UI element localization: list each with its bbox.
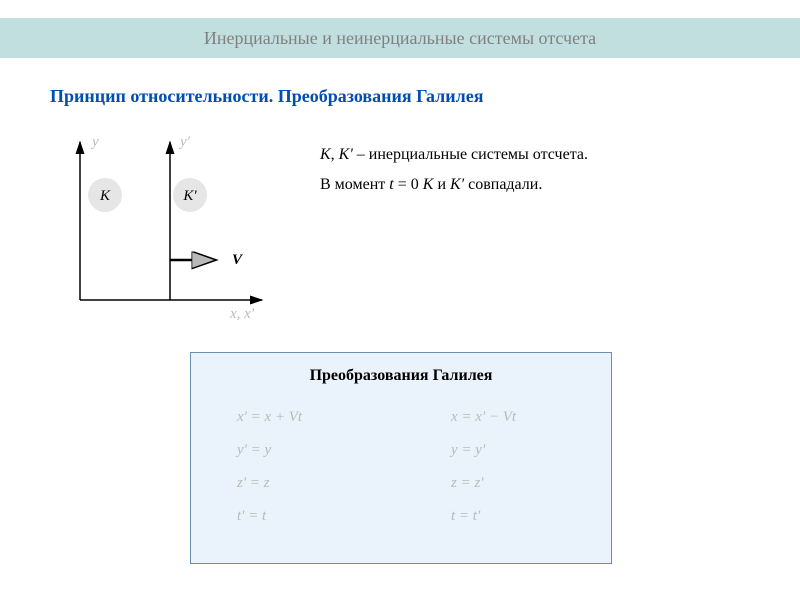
desc-rest1: – инерциальные системы отсчета. bbox=[353, 146, 588, 163]
diagram-svg: K K' y y' x, x' V bbox=[50, 130, 280, 320]
desc-2d: K bbox=[423, 176, 434, 193]
desc-2f: K' bbox=[450, 176, 464, 193]
box-title: Преобразования Галилея bbox=[191, 367, 611, 385]
label-y: y bbox=[90, 134, 99, 150]
desc-line-1: K, K' – инерциальные системы отсчета. bbox=[320, 140, 588, 170]
label-v: V bbox=[232, 252, 244, 268]
reference-frames-diagram: K K' y y' x, x' V bbox=[50, 130, 280, 320]
galilean-transformations-box: Преобразования Галилея x' = x + Vt y' = … bbox=[190, 352, 612, 564]
desc-2e: и bbox=[433, 176, 450, 193]
label-k: K bbox=[99, 188, 111, 204]
eq-left-2: z' = z bbox=[237, 467, 302, 500]
label-yprime: y' bbox=[178, 134, 191, 150]
slide-header-text: Инерциальные и неинерциальные системы от… bbox=[204, 28, 596, 49]
eq-left-0: x' = x + Vt bbox=[237, 401, 302, 434]
label-kprime: K' bbox=[182, 188, 197, 204]
slide-header: Инерциальные и неинерциальные системы от… bbox=[0, 18, 800, 58]
eq-right-2: z = z' bbox=[451, 467, 516, 500]
desc-2g: совпадали. bbox=[464, 176, 542, 193]
eq-left-1: y' = y bbox=[237, 434, 302, 467]
desc-line-2: В момент t = 0 K и K' совпадали. bbox=[320, 170, 588, 200]
desc-2a: В момент bbox=[320, 176, 389, 193]
eq-left-3: t' = t bbox=[237, 500, 302, 533]
slide-subtitle: Принцип относительности. Преобразования … bbox=[50, 86, 483, 107]
desc-2c: = 0 bbox=[394, 176, 423, 193]
equations-right-column: x = x' − Vt y = y' z = z' t = t' bbox=[451, 401, 516, 533]
label-x: x, x' bbox=[229, 306, 255, 320]
desc-comma: , bbox=[331, 146, 339, 163]
equations-left-column: x' = x + Vt y' = y z' = z t' = t bbox=[237, 401, 302, 533]
desc-kprime: K' bbox=[339, 146, 353, 163]
eq-right-1: y = y' bbox=[451, 434, 516, 467]
eq-right-0: x = x' − Vt bbox=[451, 401, 516, 434]
desc-k: K bbox=[320, 146, 331, 163]
eq-right-3: t = t' bbox=[451, 500, 516, 533]
description: K, K' – инерциальные системы отсчета. В … bbox=[320, 140, 588, 201]
